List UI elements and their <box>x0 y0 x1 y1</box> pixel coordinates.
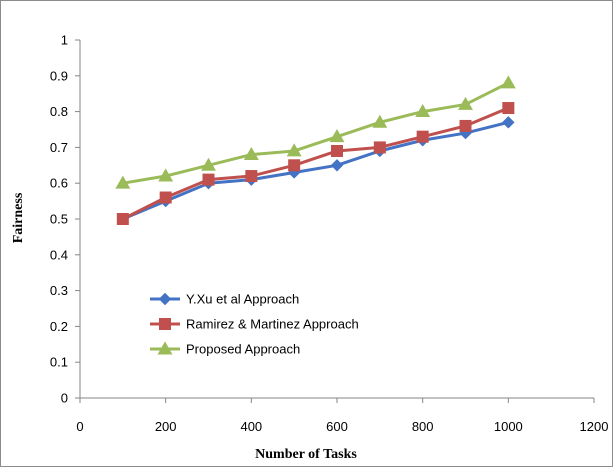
data-point <box>288 159 301 172</box>
data-point <box>416 130 429 143</box>
series-line <box>122 120 509 221</box>
series-line <box>122 81 510 185</box>
y-tick-label: 0 <box>61 391 68 406</box>
y-tick-label: 0.7 <box>50 140 68 155</box>
x-tick-label: 0 <box>76 419 83 434</box>
data-point <box>415 103 431 118</box>
data-point <box>502 116 515 129</box>
series-line <box>122 106 509 221</box>
y-tick-label: 0.4 <box>50 247 68 262</box>
series-2 <box>116 102 515 225</box>
legend-item-1: Y.Xu et al Approach <box>150 292 299 307</box>
x-tick-label: 600 <box>326 419 348 434</box>
data-point <box>202 173 215 186</box>
data-point <box>459 119 472 132</box>
data-point <box>331 144 343 157</box>
data-point <box>116 213 129 225</box>
data-point <box>286 143 302 157</box>
y-tick-label: 0.9 <box>50 68 68 83</box>
legend-item-2: Ramirez & Martinez Approach <box>150 317 359 332</box>
x-tick-label: 1200 <box>580 419 609 434</box>
legend-marker <box>158 292 172 306</box>
x-axis-title: Number of Tasks <box>255 447 357 462</box>
y-axis-title: Fairness <box>11 192 26 243</box>
y-tick-label: 1 <box>61 33 68 48</box>
x-tick-label: 200 <box>155 419 177 434</box>
data-point <box>201 157 216 171</box>
legend-label: Proposed Approach <box>186 342 300 357</box>
y-tick-label: 0.3 <box>50 283 68 298</box>
y-tick-label: 0.6 <box>50 176 68 191</box>
y-tick-label: 0.2 <box>50 319 68 334</box>
data-point <box>330 159 344 172</box>
legend-item-3: Proposed Approach <box>150 341 300 357</box>
legend-label: Ramirez & Martinez Approach <box>186 317 359 332</box>
series-layer <box>115 75 516 226</box>
x-tick-label: 800 <box>412 419 434 434</box>
data-point <box>115 175 131 189</box>
data-point <box>372 114 388 128</box>
data-point <box>458 96 473 110</box>
y-tick-label: 0.5 <box>50 212 68 227</box>
x-tick-label: 400 <box>240 419 262 434</box>
data-point <box>500 75 516 89</box>
axes: 0 0.1 0.2 0.3 0.4 0.5 0.6 0.7 0.8 0.9 1 0 200 400 600 8… <box>50 33 609 435</box>
x-tick-label: 1000 <box>494 419 523 434</box>
data-point <box>158 168 174 182</box>
data-point <box>502 102 515 115</box>
data-point <box>159 191 172 204</box>
series-3 <box>115 75 516 189</box>
legend-label: Y.Xu et al Approach <box>186 292 299 307</box>
data-point <box>373 141 386 154</box>
data-point <box>329 129 345 143</box>
legend-marker <box>157 341 173 355</box>
data-point <box>243 146 259 161</box>
legend-marker <box>159 318 171 330</box>
data-point <box>245 170 258 183</box>
legend: Y.Xu et al Approach Ramirez & Martinez Ap… <box>150 292 359 357</box>
y-tick-label: 0.1 <box>50 355 68 370</box>
y-tick-label: 0.8 <box>50 104 68 119</box>
